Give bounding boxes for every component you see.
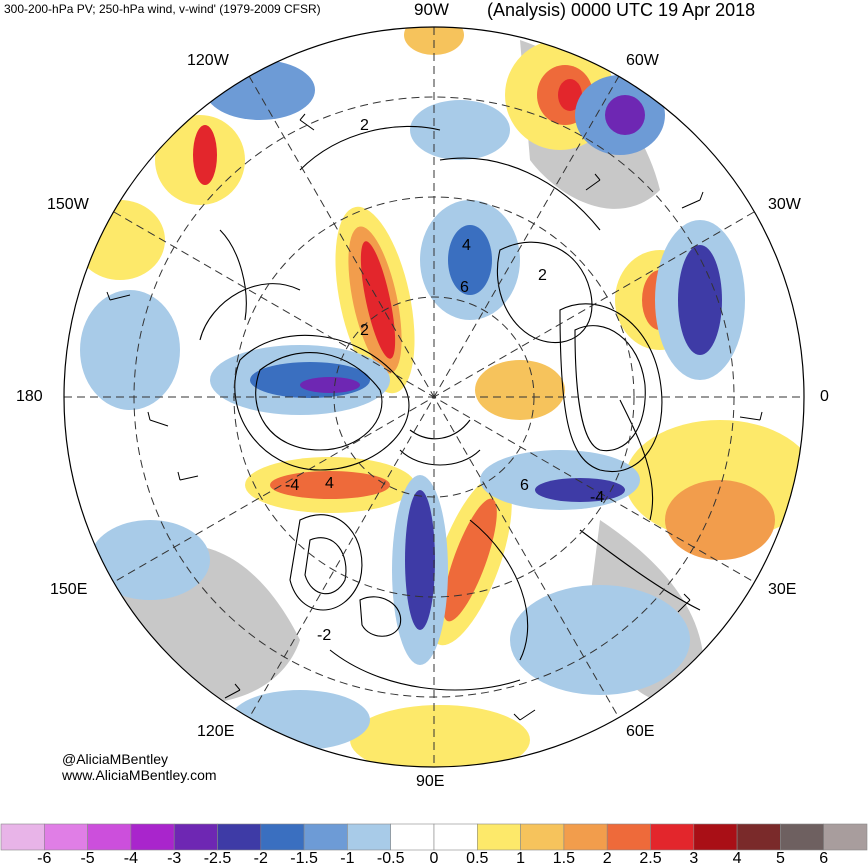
colorbar: -6 -5 -4 -3 -2.5 -2 -1.5 -1 -0.5 0 0.5 1 1.5 2 2.5 3 4 5 6 bbox=[0, 823, 868, 865]
colorbar-swatch bbox=[650, 823, 695, 851]
longitude-label-60e: 60E bbox=[626, 723, 655, 740]
longitude-label-30w: 30W bbox=[768, 196, 801, 213]
colorbar-tick-label: 0.5 bbox=[466, 850, 488, 865]
colorbar-swatches bbox=[0, 823, 868, 851]
colorbar-tick-label: 5 bbox=[776, 850, 785, 865]
credit-block: @AliciaMBentley www.AliciaMBentley.com bbox=[62, 751, 217, 783]
colorbar-tick-label: 1 bbox=[516, 850, 525, 865]
pv-contours bbox=[199, 125, 701, 691]
longitude-label-90e: 90E bbox=[416, 773, 445, 790]
colorbar-swatch bbox=[433, 823, 478, 851]
contour-label: 2 bbox=[538, 267, 547, 284]
colorbar-tick-label: 4 bbox=[733, 850, 742, 865]
colorbar-ticks: -6 -5 -4 -3 -2.5 -2 -1.5 -1 -0.5 0 0.5 1 1.5 2 2.5 3 4 5 6 bbox=[37, 850, 828, 865]
polar-map: 2 2 4 6 2 -4 4 6 -4 -2 bbox=[63, 26, 805, 768]
colorbar-tick-label: 2 bbox=[603, 850, 612, 865]
colorbar-swatch bbox=[823, 823, 868, 851]
contour-label: 6 bbox=[520, 477, 529, 494]
colorbar-tick-label: -2 bbox=[254, 850, 268, 865]
contour-label: 2 bbox=[360, 117, 369, 134]
longitude-label-0: 0 bbox=[820, 388, 829, 405]
contour-label: 4 bbox=[325, 475, 334, 492]
colorbar-swatch bbox=[0, 823, 45, 851]
colorbar-swatch bbox=[736, 823, 781, 851]
credit-handle: @AliciaMBentley bbox=[62, 751, 169, 767]
contour-label: -4 bbox=[285, 477, 299, 494]
colorbar-swatch bbox=[606, 823, 651, 851]
colorbar-tick-label: 1.5 bbox=[553, 850, 575, 865]
colorbar-swatch bbox=[130, 823, 175, 851]
colorbar-tick-label: 0 bbox=[430, 850, 439, 865]
colorbar-swatch bbox=[260, 823, 305, 851]
longitude-label-180: 180 bbox=[16, 388, 43, 405]
longitude-label-120e: 120E bbox=[197, 723, 235, 740]
map-boundary bbox=[63, 26, 805, 768]
colorbar-tick-label: 6 bbox=[819, 850, 828, 865]
contour-label: 4 bbox=[462, 237, 471, 254]
colorbar-swatch bbox=[87, 823, 132, 851]
colorbar-tick-label: 3 bbox=[689, 850, 698, 865]
contour-label: 2 bbox=[360, 322, 369, 339]
wind-barbs bbox=[106, 113, 763, 721]
colorbar-swatch bbox=[520, 823, 565, 851]
longitude-label-120w: 120W bbox=[187, 52, 229, 69]
longitude-label-30e: 30E bbox=[768, 581, 797, 598]
colorbar-tick-label: -4 bbox=[124, 850, 138, 865]
colorbar-tick-label: 2.5 bbox=[639, 850, 661, 865]
colorbar-swatch bbox=[476, 823, 521, 851]
colorbar-tick-label: -0.5 bbox=[377, 850, 405, 865]
contour-label: -2 bbox=[317, 627, 331, 644]
colorbar-tick-label: -1 bbox=[340, 850, 354, 865]
colorbar-swatch bbox=[347, 823, 391, 851]
colorbar-swatch bbox=[303, 823, 348, 851]
contour-label: 6 bbox=[460, 279, 469, 296]
colorbar-tick-label: -3 bbox=[167, 850, 181, 865]
longitude-label-150w: 150W bbox=[47, 196, 89, 213]
colorbar-tick-label: -1.5 bbox=[290, 850, 318, 865]
longitude-label-150e: 150E bbox=[50, 581, 88, 598]
colorbar-tick-label: -6 bbox=[37, 850, 51, 865]
longitude-label-90w: 90W bbox=[414, 0, 449, 19]
colorbar-swatch bbox=[563, 823, 608, 851]
header-right-title: (Analysis) 0000 UTC 19 Apr 2018 bbox=[487, 0, 756, 20]
contour-label: -4 bbox=[590, 489, 604, 506]
colorbar-tick-label: -5 bbox=[80, 850, 94, 865]
colorbar-swatch bbox=[693, 823, 738, 851]
colorbar-swatch bbox=[390, 823, 435, 851]
colorbar-swatch bbox=[173, 823, 218, 851]
colorbar-tick-label: -2.5 bbox=[204, 850, 232, 865]
colorbar-swatch bbox=[217, 823, 262, 851]
graticule bbox=[64, 27, 804, 767]
contour-value-labels: 2 2 4 6 2 -4 4 6 -4 -2 bbox=[285, 117, 604, 644]
colorbar-swatch bbox=[43, 823, 88, 851]
credit-url: www.AliciaMBentley.com bbox=[62, 767, 217, 783]
colorbar-swatch bbox=[780, 823, 825, 851]
longitude-label-60w: 60W bbox=[626, 52, 659, 69]
header-left-title: 300-200-hPa PV; 250-hPa wind, v-wind' (1… bbox=[4, 2, 321, 16]
